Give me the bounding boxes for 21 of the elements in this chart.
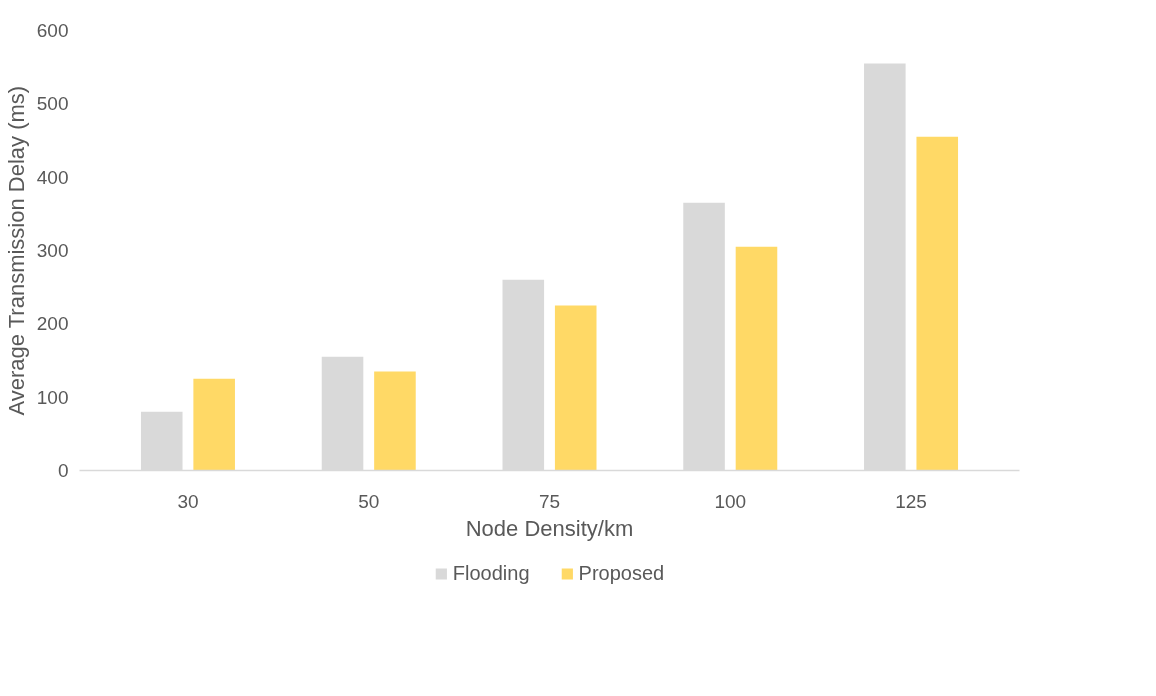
y-tick-label: 0 — [57, 460, 69, 481]
bar — [193, 378, 235, 471]
bar — [554, 305, 597, 471]
bar — [735, 246, 778, 471]
x-tick-label: 125 — [895, 490, 927, 512]
y-tick-label: 500 — [36, 93, 69, 115]
legend-label: Proposed — [578, 561, 665, 585]
x-tick-label: 100 — [714, 490, 747, 512]
x-tick-label: 30 — [177, 490, 199, 512]
y-axis-title: Average Transmission Delay (ms) — [3, 85, 29, 416]
y-tick-label: 100 — [36, 386, 69, 408]
y-tick-label: 200 — [36, 313, 69, 335]
y-tick-label: 300 — [36, 240, 69, 261]
y-tick-label: 400 — [36, 166, 69, 188]
y-tick-label: 600 — [36, 20, 69, 41]
x-axis-title: Node Density/km — [465, 515, 634, 541]
bar — [916, 136, 959, 471]
x-tick-label: 75 — [538, 490, 561, 512]
x-tick-label: 50 — [358, 490, 380, 512]
legend-label: Flooding — [452, 561, 530, 585]
bar — [374, 371, 416, 471]
